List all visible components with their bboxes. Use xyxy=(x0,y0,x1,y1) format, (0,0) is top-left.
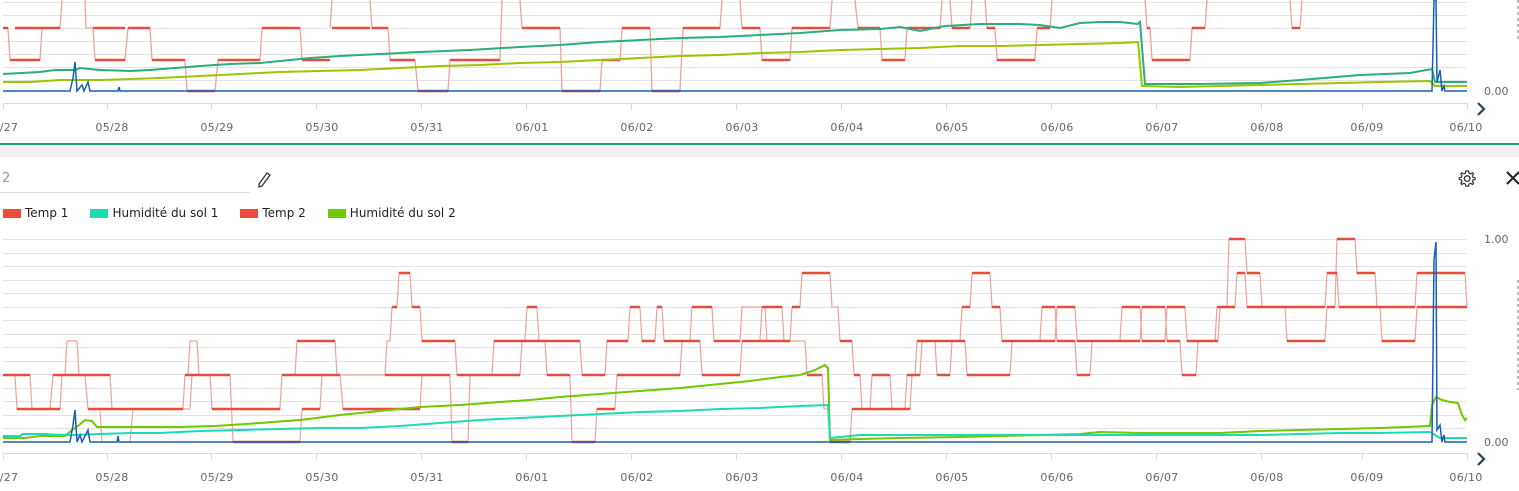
panel-gap xyxy=(0,145,1519,157)
bottom-x-label: 06/03 xyxy=(725,471,759,484)
panel-divider xyxy=(0,143,1519,145)
bottom-x-label: 06/02 xyxy=(620,471,654,484)
top-x-label: 06/09 xyxy=(1350,121,1384,134)
bottom-x-label: 05/30 xyxy=(305,471,339,484)
bottom-x-label: 06/04 xyxy=(830,471,864,484)
bottom-next-arrow-icon[interactable] xyxy=(1476,452,1486,466)
legend-item-humidite-2[interactable]: Humidité du sol 2 xyxy=(327,206,456,220)
top-blue-series xyxy=(3,0,1467,94)
top-x-label: 06/08 xyxy=(1250,121,1284,134)
legend-swatch xyxy=(3,208,21,218)
top-x-label: 05/28 xyxy=(95,121,129,134)
top-gridlines xyxy=(3,2,1467,81)
bottom-x-label: 06/10 xyxy=(1449,471,1483,484)
legend-item-humidite-1[interactable]: Humidité du sol 1 xyxy=(90,206,218,220)
chart-title-field[interactable]: 2 xyxy=(0,170,250,193)
bottom-x-label: 05/28 xyxy=(95,471,129,484)
bottom-x-label: 06/05 xyxy=(935,471,969,484)
gear-icon[interactable] xyxy=(1457,169,1477,189)
bottom-x-label: 06/08 xyxy=(1250,471,1284,484)
top-x-label: 06/07 xyxy=(1145,121,1179,134)
legend-swatch xyxy=(327,208,346,218)
close-icon[interactable] xyxy=(1504,169,1519,187)
legend-item-temp-1[interactable]: Temp 1 xyxy=(3,206,68,220)
top-x-label: 05/31 xyxy=(410,121,444,134)
top-y-min-label: 0.00 xyxy=(1484,85,1509,98)
bottom-gridlines xyxy=(3,239,1467,429)
top-chart-panel: 0.00 /27 05/28 05/29 05/30 05/31 06/01 0… xyxy=(0,0,1519,144)
top-x-label: 05/30 xyxy=(305,121,339,134)
pencil-icon[interactable] xyxy=(256,171,272,189)
top-x-label: 06/06 xyxy=(1040,121,1074,134)
bottom-x-label: /27 xyxy=(0,471,19,484)
bottom-y-min-label: 0.00 xyxy=(1484,436,1509,449)
top-x-label: 06/05 xyxy=(935,121,969,134)
top-x-label: 06/04 xyxy=(830,121,864,134)
legend-swatch xyxy=(240,208,259,218)
top-next-arrow-icon[interactable] xyxy=(1476,102,1486,116)
top-x-label: 06/03 xyxy=(725,121,759,134)
top-right-axis-title-fragment xyxy=(1517,0,1519,40)
top-x-label: 05/29 xyxy=(200,121,234,134)
bottom-chart: 1.00 0.00 /27 05/28 05/29 05/30 05/31 06… xyxy=(0,230,1519,491)
bottom-right-axis-title-fragment xyxy=(1517,280,1519,390)
bottom-humidity1-series xyxy=(3,403,1467,440)
bottom-blue-series xyxy=(3,241,1467,445)
chart-title: 2 xyxy=(2,171,11,186)
legend-item-temp-2[interactable]: Temp 2 xyxy=(240,206,306,220)
bottom-temp-series xyxy=(3,237,1467,444)
legend-label: Humidité du sol 1 xyxy=(112,206,219,220)
legend-label: Humidité du sol 2 xyxy=(349,206,456,220)
bottom-x-label: 05/29 xyxy=(200,471,234,484)
top-humidity1-series xyxy=(2,19,1467,85)
bottom-x-label: 06/01 xyxy=(515,471,549,484)
bottom-chart-plot xyxy=(3,237,1468,460)
bottom-y-max-label: 1.00 xyxy=(1484,233,1509,246)
top-x-label: 06/10 xyxy=(1449,121,1483,134)
bottom-x-label: 06/06 xyxy=(1040,471,1074,484)
top-x-label: /27 xyxy=(0,121,19,134)
bottom-x-label: 06/09 xyxy=(1350,471,1384,484)
legend-label: Temp 1 xyxy=(25,206,69,220)
top-humidity2-series xyxy=(3,40,1467,89)
bottom-x-label: 05/31 xyxy=(410,471,444,484)
bottom-x-label: 06/07 xyxy=(1145,471,1179,484)
bottom-humidity2-series xyxy=(3,363,1468,442)
top-x-label: 06/02 xyxy=(620,121,654,134)
legend-label: Temp 2 xyxy=(262,206,306,220)
legend-swatch xyxy=(90,208,109,218)
chart-legend: Temp 1 Humidité du sol 1 Temp 2 Humidité… xyxy=(3,205,478,221)
top-x-label: 06/01 xyxy=(515,121,549,134)
top-chart-plot xyxy=(2,0,1468,110)
